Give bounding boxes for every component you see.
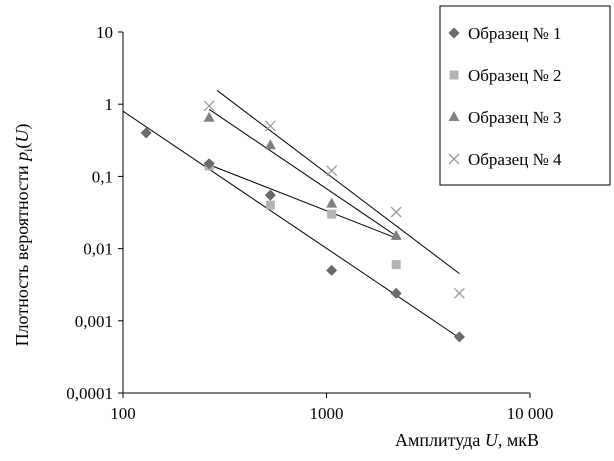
series-2-point (327, 209, 337, 219)
legend-box (439, 5, 611, 186)
legend-marker-3 (448, 111, 460, 121)
series-4-point (390, 206, 402, 218)
series-1-point (203, 158, 215, 170)
y-tick-label: 0,0001 (66, 384, 113, 403)
data-points (140, 100, 465, 343)
series-3-point (203, 111, 215, 122)
trendline-series-1-1 (122, 110, 460, 339)
series-3-point (326, 197, 338, 208)
trendline-series-3-1 (208, 108, 397, 237)
series-3-point (390, 229, 402, 240)
x-tick-label: 10 000 (507, 404, 554, 423)
x-tick-label: 1000 (310, 404, 344, 423)
series-1-point (140, 127, 152, 139)
y-tick-label: 0,001 (75, 312, 113, 331)
legend-label-3: Образец № 3 (468, 108, 562, 127)
series-4-point (453, 287, 465, 299)
y-tick-label: 0,1 (92, 167, 113, 186)
y-axis-title: Плотность вероятности pi(U) (12, 124, 35, 347)
series-2-point (391, 260, 401, 270)
y-tick-label: 1 (105, 95, 114, 114)
series-1-point (326, 264, 338, 276)
chart-axes (118, 31, 531, 398)
legend-marker-4 (448, 153, 460, 165)
trendline-series-4-1 (216, 90, 460, 275)
legend-marker-2 (449, 70, 459, 80)
trendline-series-1-2 (208, 164, 397, 239)
legend-label-1: Образец № 1 (468, 24, 562, 43)
y-tick-label: 10 (96, 23, 113, 42)
series-4-point (203, 100, 215, 112)
legend-marker-1 (448, 27, 460, 39)
series-2-point (265, 200, 275, 210)
x-tick-label: 100 (110, 404, 136, 423)
legend: Образец № 1 Образец № 2 Образец № 3 Образец… (439, 5, 611, 186)
series-3-point (264, 139, 276, 150)
legend-label-2: Образец № 2 (468, 66, 562, 85)
series-1-point (390, 287, 402, 299)
trendlines (122, 90, 460, 339)
x-axis-title: Амплитуда U, мкВ (395, 430, 539, 450)
y-tick-label: 0,01 (83, 240, 113, 259)
series-1-point (264, 189, 276, 201)
series-4-point (264, 120, 276, 132)
series-1-point (454, 331, 465, 343)
legend-label-4: Образец № 4 (468, 150, 562, 169)
series-4-point (326, 165, 338, 177)
